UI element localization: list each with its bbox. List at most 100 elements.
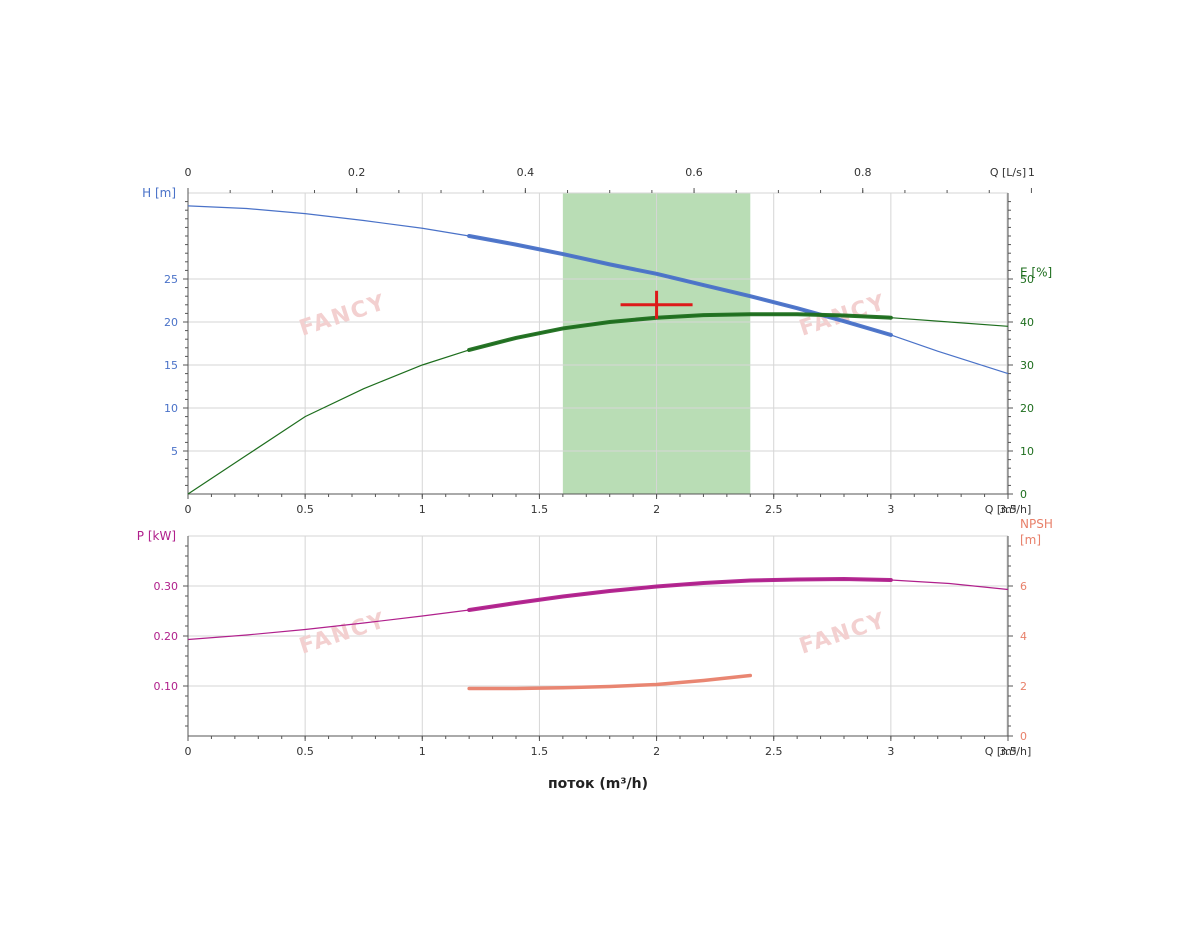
npsh-data-point bbox=[609, 686, 611, 688]
y-left-tick-label: 5 bbox=[171, 445, 178, 458]
efficiency-data-point bbox=[949, 321, 951, 323]
head-data-point bbox=[468, 235, 470, 237]
y-left-axis-label: P [kW] bbox=[137, 529, 176, 543]
x-tick-label: 3 bbox=[887, 503, 894, 516]
y-left-tick-label: 15 bbox=[164, 359, 178, 372]
x-tick-label: 1 bbox=[419, 745, 426, 758]
head-data-point bbox=[304, 213, 306, 215]
x-tick-label: 2 bbox=[653, 503, 660, 516]
head-data-point bbox=[363, 220, 365, 222]
efficiency-curve-duty-range bbox=[467, 312, 893, 352]
npsh-data-point bbox=[749, 675, 751, 677]
power-data-point bbox=[949, 583, 951, 585]
npsh-data-point bbox=[656, 684, 658, 686]
power-data-point bbox=[246, 634, 248, 636]
y-right-tick-label: 10 bbox=[1020, 445, 1034, 458]
head-data-point bbox=[843, 320, 845, 322]
head-data-point bbox=[749, 295, 751, 297]
top-x-tick-label: 0.2 bbox=[348, 166, 366, 179]
x-tick-label: 0.5 bbox=[296, 745, 314, 758]
head-data-point bbox=[515, 244, 517, 246]
y-right-tick-label: 0 bbox=[1020, 488, 1027, 501]
efficiency-data-point bbox=[304, 416, 306, 418]
efficiency-data-point bbox=[562, 328, 564, 330]
npsh-data-point bbox=[515, 688, 517, 690]
y-right-axis-label-unit: [m] bbox=[1020, 533, 1041, 547]
y-left-tick-label: 20 bbox=[164, 316, 178, 329]
x-axis-unit-label: Q [m³/h] bbox=[985, 503, 1032, 516]
power-data-point bbox=[562, 596, 564, 598]
y-right-axis-label: NPSH bbox=[1020, 517, 1053, 531]
x-tick-label: 3.5 bbox=[999, 745, 1017, 758]
efficiency-data-point bbox=[843, 315, 845, 317]
x-tick-label: 2.5 bbox=[765, 503, 783, 516]
head-data-point bbox=[890, 334, 892, 336]
top-x-tick-label: 0 bbox=[185, 166, 192, 179]
efficiency-data-point bbox=[890, 317, 892, 319]
head-data-point bbox=[246, 208, 248, 210]
head-data-point bbox=[421, 227, 423, 229]
x-tick-label: 1.5 bbox=[531, 745, 549, 758]
head-data-point bbox=[796, 307, 798, 309]
x-tick-label: 2.5 bbox=[765, 745, 783, 758]
y-left-tick-label: 10 bbox=[164, 402, 178, 415]
head-data-point bbox=[187, 205, 189, 207]
x-axis-unit-label: Q [m³/h] bbox=[985, 745, 1032, 758]
efficiency-data-point bbox=[609, 321, 611, 323]
efficiency-data-point bbox=[796, 313, 798, 315]
power-data-point bbox=[703, 582, 705, 584]
efficiency-data-point bbox=[515, 337, 517, 339]
npsh-curve-duty-range bbox=[467, 673, 753, 691]
power-data-point bbox=[609, 590, 611, 592]
y-left-tick-label: 25 bbox=[164, 273, 178, 286]
power-data-point bbox=[515, 602, 517, 604]
head-data-point bbox=[609, 264, 611, 266]
head-data-point bbox=[562, 253, 564, 255]
y-right-axis-label: E [%] bbox=[1020, 266, 1052, 280]
efficiency-data-point bbox=[187, 493, 189, 495]
power-data-point bbox=[890, 579, 892, 581]
power-curve-duty-range bbox=[467, 576, 893, 612]
y-right-tick-label: 40 bbox=[1020, 316, 1034, 329]
power-data-point bbox=[843, 578, 845, 580]
efficiency-data-point bbox=[421, 364, 423, 366]
power-data-point bbox=[363, 622, 365, 624]
x-tick-label: 3 bbox=[887, 745, 894, 758]
y-left-axis-label: H [m] bbox=[142, 186, 176, 200]
power-data-point bbox=[421, 615, 423, 617]
power-data-point bbox=[749, 580, 751, 582]
efficiency-data-point bbox=[363, 388, 365, 390]
x-tick-label: 1 bbox=[419, 503, 426, 516]
y-right-tick-label: 4 bbox=[1020, 630, 1027, 643]
x-tick-label: 1.5 bbox=[531, 503, 549, 516]
power-data-point bbox=[796, 579, 798, 581]
y-left-tick-label: 0.30 bbox=[154, 580, 179, 593]
x-tick-label: 0.5 bbox=[296, 503, 314, 516]
top-x-tick-label: 0.4 bbox=[517, 166, 535, 179]
power-data-point bbox=[304, 629, 306, 631]
y-right-tick-label: 2 bbox=[1020, 680, 1027, 693]
efficiency-data-point bbox=[468, 349, 470, 351]
y-right-tick-label: 30 bbox=[1020, 359, 1034, 372]
y-right-tick-label: 6 bbox=[1020, 580, 1027, 593]
x-tick-label: 0 bbox=[185, 503, 192, 516]
x-tick-label: 2 bbox=[653, 745, 660, 758]
top-x-tick-label: 1 bbox=[1028, 166, 1035, 179]
x-tick-label: 0 bbox=[185, 745, 192, 758]
efficiency-data-point bbox=[749, 313, 751, 315]
x-tick-label: 3.5 bbox=[999, 503, 1017, 516]
y-right-tick-label: 0 bbox=[1020, 730, 1027, 743]
y-left-tick-label: 0.20 bbox=[154, 630, 179, 643]
head-data-point bbox=[1007, 373, 1009, 375]
efficiency-data-point bbox=[246, 455, 248, 457]
top-x-tick-label: 0.8 bbox=[854, 166, 872, 179]
power-data-point bbox=[656, 586, 658, 588]
y-right-tick-label: 20 bbox=[1020, 402, 1034, 415]
power-data-point bbox=[1007, 589, 1009, 591]
top-x-tick-label: 0.6 bbox=[685, 166, 703, 179]
y-right-tick-label: 50 bbox=[1020, 273, 1034, 286]
power-data-point bbox=[187, 639, 189, 641]
power-data-point bbox=[468, 609, 470, 611]
